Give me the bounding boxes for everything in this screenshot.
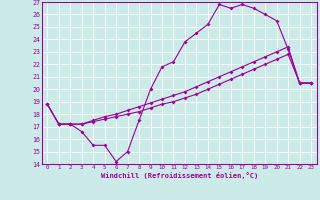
X-axis label: Windchill (Refroidissement éolien,°C): Windchill (Refroidissement éolien,°C): [100, 172, 258, 179]
